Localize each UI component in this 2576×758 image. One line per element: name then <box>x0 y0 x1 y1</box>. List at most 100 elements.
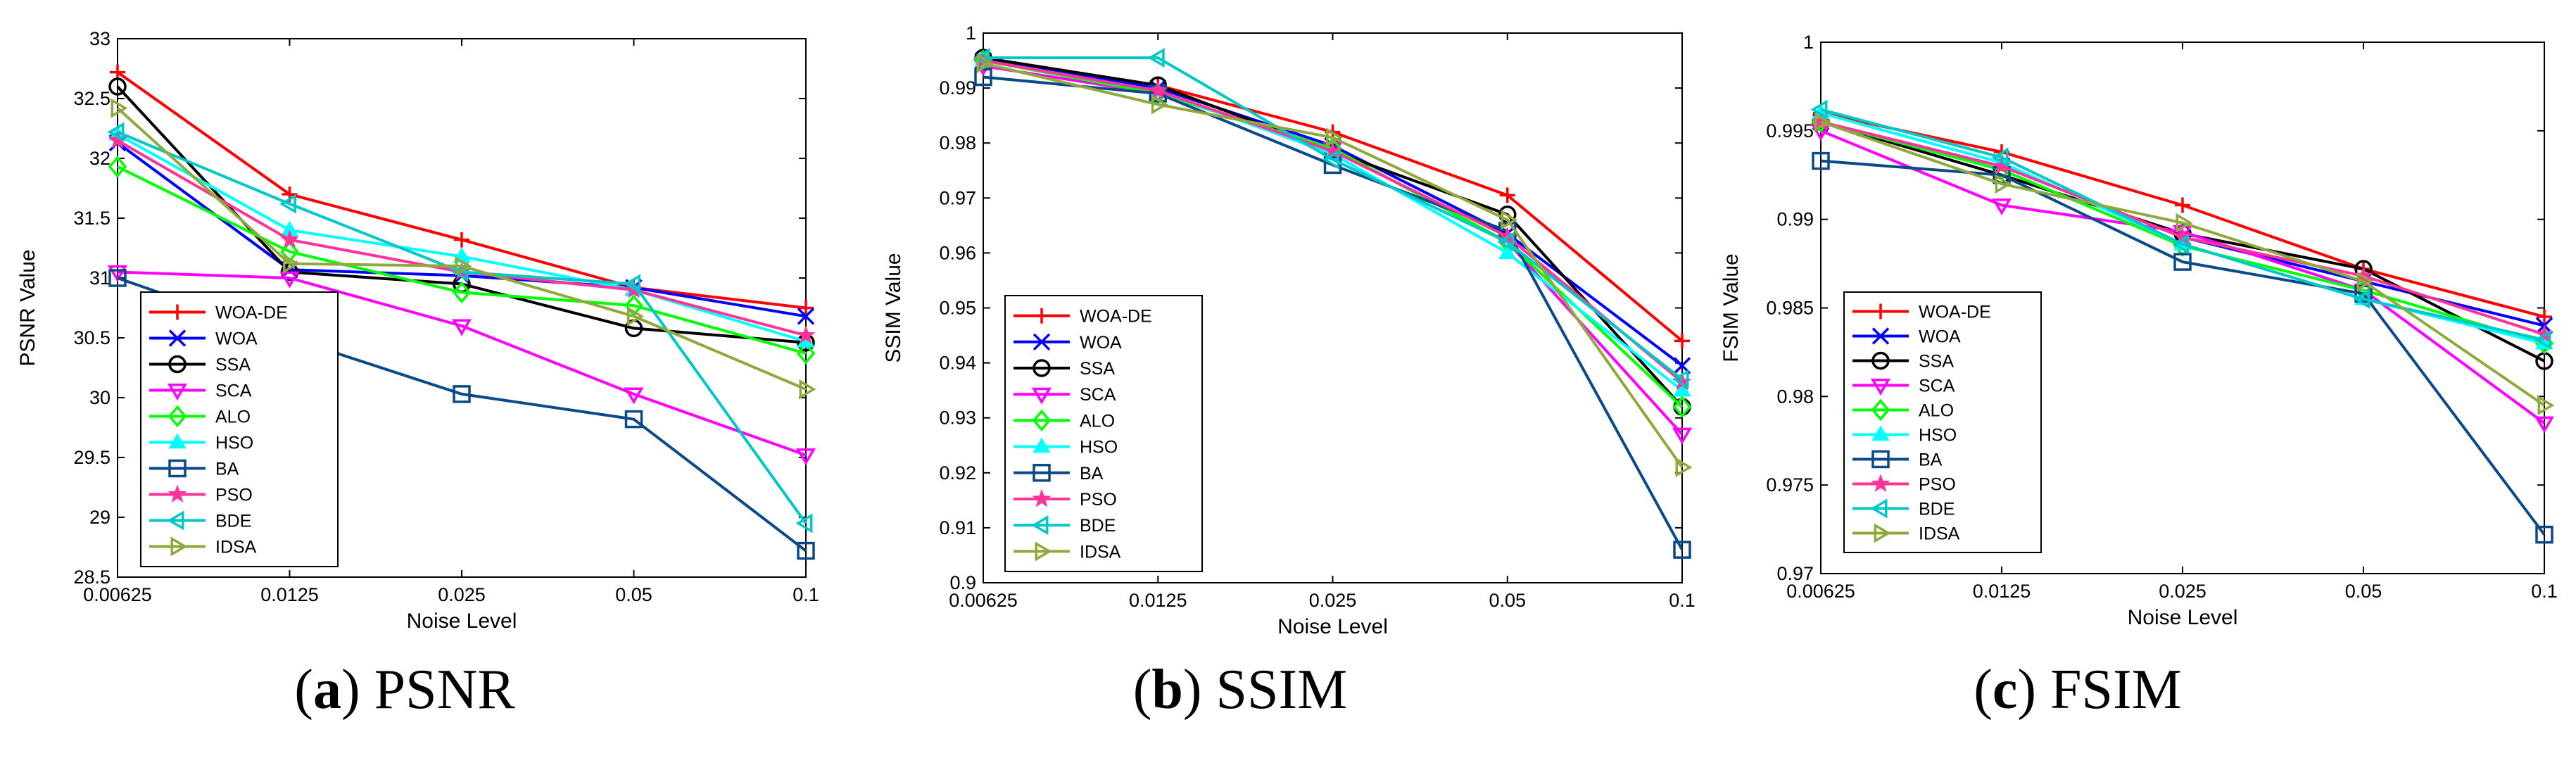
legend-marker <box>1032 488 1052 507</box>
data-point <box>2176 213 2193 233</box>
legend-marker <box>1033 464 1051 482</box>
data-point <box>1322 149 1339 170</box>
data-point <box>279 194 296 214</box>
series-woa-de <box>110 64 814 316</box>
data-point <box>1675 457 1693 478</box>
legend-entry: BDE <box>1852 498 1955 519</box>
legend-label: HSO <box>215 434 253 453</box>
legend-label: IDSA <box>1919 524 1960 544</box>
legend-marker <box>1034 308 1049 324</box>
y-tick-label: 29 <box>89 507 111 528</box>
legend-entry: SCA <box>1852 377 1955 396</box>
legend-entry: IDSA <box>1852 523 1960 544</box>
data-point <box>1674 333 1690 349</box>
legend-entry: SSA <box>149 355 251 375</box>
x-tick-label: 0.0125 <box>1973 581 2031 602</box>
legend-label: SCA <box>215 381 252 401</box>
data-point <box>283 253 300 274</box>
legend-label: BA <box>1080 464 1104 484</box>
series-bde <box>1810 99 2551 350</box>
legend-label: HSO <box>1919 426 1957 446</box>
x-tick-label: 0.05 <box>2345 581 2382 602</box>
series-line <box>117 165 807 355</box>
data-point <box>798 300 814 316</box>
series-bde <box>973 48 1689 390</box>
y-tick-label: 0.995 <box>1766 120 1814 141</box>
x-tick-label: 0.0125 <box>1129 590 1187 611</box>
y-tick-label: 0.92 <box>939 462 976 484</box>
data-point <box>1810 99 1828 120</box>
legend-entry: HSO <box>149 434 253 453</box>
y-axis-label: SSIM Value <box>882 253 905 362</box>
legend-entry: WOA <box>149 329 258 349</box>
legend-marker <box>1032 409 1052 432</box>
data-point <box>796 325 816 344</box>
legend-marker <box>168 459 187 478</box>
legend-entry: BDE <box>149 510 251 531</box>
legend: WOA-DE WOA SSA SCA ALO HSO BA PSO BDE IDSA <box>1843 291 2042 553</box>
series-idsa <box>111 98 816 400</box>
data-point <box>2534 416 2555 434</box>
legend-marker <box>168 484 187 503</box>
legend-marker <box>1033 333 1051 351</box>
x-tick-label: 0.00625 <box>949 590 1018 611</box>
data-point <box>107 122 125 142</box>
series-alo <box>108 156 816 365</box>
legend-label: PSO <box>215 486 253 505</box>
y-tick-label: 0.95 <box>939 298 976 319</box>
data-point <box>2537 395 2555 415</box>
y-tick-label: 0.96 <box>939 242 976 263</box>
data-point <box>1673 541 1691 559</box>
y-tick-label: 1 <box>966 23 976 44</box>
data-point <box>976 53 994 74</box>
legend-marker <box>1870 379 1891 396</box>
series-line <box>983 62 1684 469</box>
legend-label: BA <box>1919 450 1943 470</box>
legend-label: SSA <box>1080 359 1115 379</box>
data-point <box>1814 112 1831 132</box>
legend-marker <box>1035 541 1052 562</box>
legend-marker <box>1031 387 1052 405</box>
series-line <box>983 56 1684 381</box>
data-point <box>624 294 643 317</box>
data-point <box>2534 329 2551 350</box>
y-tick-label: 31.5 <box>73 208 111 229</box>
y-tick-label: 32 <box>89 148 111 169</box>
y-tick-label: 0.97 <box>939 187 976 208</box>
data-point <box>455 255 472 277</box>
legend-marker <box>170 536 188 557</box>
legend-marker <box>167 384 188 400</box>
data-point <box>1148 80 1168 99</box>
y-tick-label: 31 <box>89 267 111 289</box>
data-point <box>280 229 299 248</box>
legend-label: BDE <box>1919 500 1955 519</box>
caption-b: (b) SSIM <box>1132 659 1348 721</box>
legend-marker <box>168 405 187 428</box>
series-line <box>116 141 807 318</box>
legend-entry: BDE <box>1014 515 1116 536</box>
legend-label: WOA <box>1080 333 1122 353</box>
data-point <box>797 541 815 560</box>
legend-label: SCA <box>1080 385 1116 405</box>
legend-entry: WOA <box>1852 327 1961 347</box>
y-tick-label: 0.93 <box>939 408 976 429</box>
y-tick-label: 0.975 <box>1766 474 1814 495</box>
legend-entry: ALO <box>149 405 251 428</box>
legend-marker <box>168 355 187 374</box>
y-tick-label: 0.99 <box>939 77 976 99</box>
legend-marker <box>167 510 184 531</box>
legend-marker <box>1871 398 1890 422</box>
x-tick-label: 0.025 <box>1309 590 1357 611</box>
data-point <box>1991 147 2009 168</box>
legend-label: WOA <box>215 329 258 349</box>
legend-label: WOA-DE <box>1919 303 1991 322</box>
data-point <box>108 77 127 96</box>
data-point <box>796 342 816 365</box>
x-tick-label: 0.00625 <box>83 584 152 605</box>
data-point <box>1326 127 1343 148</box>
data-point <box>279 271 300 289</box>
data-point <box>451 319 472 336</box>
legend-entry: WOA-DE <box>1852 303 1991 322</box>
legend-label: HSO <box>1080 438 1118 457</box>
y-tick-label: 1 <box>1803 32 1814 53</box>
